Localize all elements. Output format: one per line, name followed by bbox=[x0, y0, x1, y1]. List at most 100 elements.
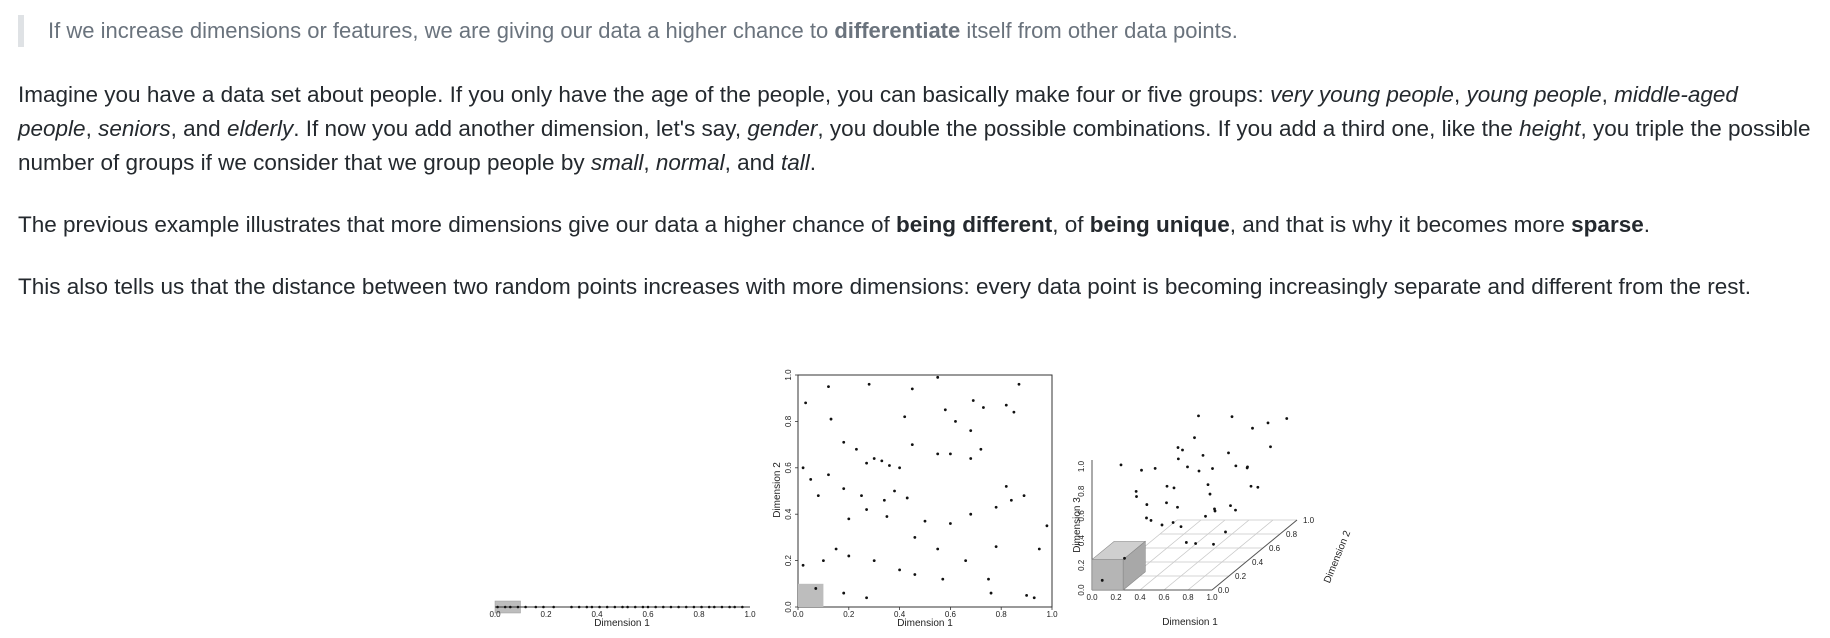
data-point bbox=[641, 605, 645, 609]
z-tick-label: 0.6 bbox=[1269, 544, 1281, 553]
data-point bbox=[1025, 594, 1028, 597]
data-point bbox=[898, 568, 901, 572]
data-point bbox=[669, 605, 673, 609]
data-point bbox=[1234, 508, 1237, 512]
data-point bbox=[829, 417, 833, 421]
data-point bbox=[860, 494, 863, 498]
data-point bbox=[1171, 521, 1175, 524]
data-point bbox=[654, 605, 657, 609]
data-point bbox=[1285, 417, 1289, 420]
data-point bbox=[1176, 505, 1179, 509]
y-tick-label: 0.2 bbox=[1077, 559, 1086, 571]
y-axis-label: Dimension 2 bbox=[772, 462, 783, 518]
z-tick-label: 0.4 bbox=[1252, 558, 1264, 567]
y-tick-label: 0.0 bbox=[1077, 584, 1086, 596]
paragraph-people-example: Imagine you have a data set about people… bbox=[18, 82, 1811, 175]
data-point bbox=[720, 605, 724, 609]
data-point bbox=[1165, 501, 1168, 505]
x-tick-label: 0.2 bbox=[540, 610, 552, 619]
data-point bbox=[1100, 578, 1104, 582]
data-point bbox=[646, 605, 650, 609]
z-tick-label: 0.2 bbox=[1235, 572, 1247, 581]
data-point bbox=[662, 605, 665, 609]
data-point bbox=[923, 519, 927, 523]
data-point bbox=[1197, 469, 1201, 473]
data-point bbox=[882, 498, 886, 502]
data-point bbox=[842, 591, 846, 595]
y-axis-label: Dimension 3 bbox=[1072, 497, 1083, 553]
data-point bbox=[1032, 596, 1036, 600]
data-point bbox=[855, 447, 858, 451]
data-point bbox=[1153, 466, 1157, 470]
data-point bbox=[1037, 547, 1041, 551]
data-point bbox=[827, 473, 830, 477]
data-point bbox=[994, 505, 998, 509]
data-point bbox=[1172, 486, 1176, 490]
data-point bbox=[865, 461, 868, 465]
paragraph-sparse: The previous example illustrates that mo… bbox=[18, 212, 1650, 237]
chart-1d: 0.0 0.2 0.4 0.6 0.8 1.0 Dimension 1 bbox=[489, 600, 756, 629]
data-point bbox=[590, 605, 594, 609]
data-point bbox=[969, 457, 973, 460]
data-point bbox=[741, 605, 744, 609]
data-point bbox=[1012, 410, 1016, 414]
data-point bbox=[893, 489, 896, 493]
x-axis-label: Dimension 1 bbox=[897, 618, 953, 629]
data-point bbox=[949, 452, 952, 456]
data-point bbox=[1245, 466, 1249, 470]
data-point bbox=[1194, 542, 1197, 545]
data-point bbox=[834, 547, 838, 551]
data-point bbox=[1009, 498, 1013, 502]
data-point bbox=[1266, 421, 1270, 425]
data-point bbox=[847, 517, 851, 521]
data-point bbox=[842, 487, 846, 491]
data-point bbox=[801, 563, 805, 567]
data-point bbox=[865, 596, 868, 600]
data-point bbox=[905, 496, 909, 500]
data-point bbox=[943, 408, 947, 412]
data-point bbox=[898, 466, 901, 470]
y-tick-label: 0.6 bbox=[1077, 510, 1086, 522]
data-point bbox=[1045, 524, 1049, 528]
x-axis-label: Dimension 1 bbox=[1162, 617, 1218, 628]
data-point bbox=[964, 559, 968, 562]
data-point bbox=[1176, 446, 1180, 449]
y-tick-label: 1.0 bbox=[1077, 460, 1086, 472]
data-point bbox=[804, 401, 808, 405]
data-point bbox=[910, 387, 914, 391]
y-tick-label: 0.8 bbox=[784, 415, 793, 427]
data-point bbox=[1230, 415, 1234, 419]
data-point bbox=[1251, 426, 1254, 430]
quote-text-end: itself from other data points. bbox=[960, 18, 1238, 43]
data-point bbox=[867, 382, 871, 386]
data-point bbox=[827, 385, 830, 388]
data-point bbox=[621, 605, 624, 609]
data-point bbox=[1135, 495, 1138, 498]
z-axis bbox=[1211, 519, 1298, 591]
data-point bbox=[503, 605, 507, 609]
y-tick-label: 0.4 bbox=[1077, 534, 1086, 546]
x-axis-label: Dimension 1 bbox=[594, 618, 650, 629]
data-point bbox=[684, 605, 688, 609]
data-point bbox=[979, 447, 983, 451]
data-point bbox=[1208, 492, 1212, 496]
z-axis-label: Dimension 2 bbox=[1322, 529, 1353, 585]
data-point bbox=[814, 587, 818, 590]
data-point bbox=[605, 605, 609, 609]
x-tick-label: 1.0 bbox=[744, 610, 756, 619]
data-point bbox=[1004, 403, 1008, 407]
data-point bbox=[1201, 453, 1205, 457]
data-point bbox=[865, 508, 868, 511]
data-point bbox=[982, 406, 985, 409]
data-point bbox=[1022, 494, 1026, 498]
y-tick-label: 0.6 bbox=[784, 462, 793, 474]
data-point bbox=[1256, 485, 1260, 489]
data-point bbox=[910, 443, 914, 446]
y-tick-label: 0.0 bbox=[784, 601, 793, 613]
data-point bbox=[1140, 468, 1143, 472]
data-point bbox=[1227, 451, 1230, 455]
data-point bbox=[1181, 448, 1184, 452]
data-point bbox=[971, 399, 975, 402]
data-point bbox=[822, 559, 825, 562]
